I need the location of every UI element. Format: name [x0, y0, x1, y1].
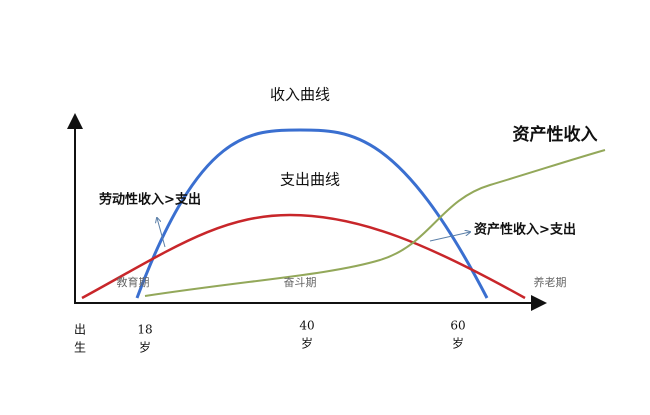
labor-arrow — [157, 218, 166, 248]
phase-label: 奋斗期 — [284, 275, 317, 289]
x-label: 40 — [299, 319, 314, 333]
labor-annotation: 劳动性收入>支出 — [99, 192, 201, 208]
expense-curve — [81, 213, 526, 300]
x-label: 60 — [450, 319, 465, 333]
x-label: 生 — [74, 341, 86, 355]
expense-label: 支出曲线 — [280, 171, 340, 189]
asset-income-label: 资产性收入 — [513, 124, 598, 145]
x-labels: 出生 18 岁 40 岁 60 岁 — [74, 319, 466, 355]
asset-income-curve — [144, 149, 606, 297]
x-label: 岁 — [452, 336, 464, 351]
title: 收入曲线 — [270, 86, 330, 104]
income-curve — [135, 128, 489, 299]
x-label: 18 — [137, 323, 152, 337]
asset-annotation: 资产性收入>支出 — [474, 222, 576, 238]
phase-label: 养老期 — [534, 275, 567, 289]
x-label: 岁 — [139, 340, 151, 355]
phase-label: 教育期 — [117, 275, 150, 289]
x-label: 出 — [74, 323, 86, 337]
x-label: 岁 — [301, 336, 313, 351]
asset-arrow — [429, 232, 470, 242]
